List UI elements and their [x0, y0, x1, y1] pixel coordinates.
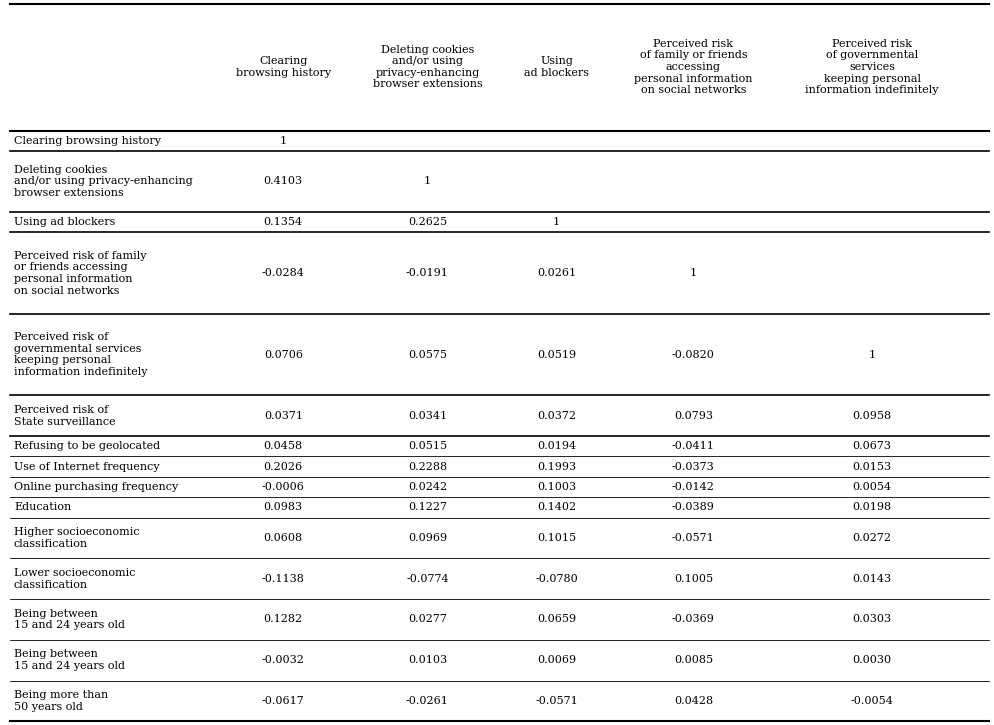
Text: 0.1015: 0.1015: [537, 533, 577, 543]
Text: 0.0515: 0.0515: [408, 442, 447, 451]
Text: 0.1227: 0.1227: [408, 502, 447, 513]
Text: 0.0793: 0.0793: [674, 411, 713, 420]
Text: Perceived risk
of governmental
services
keeping personal
information indefinitel: Perceived risk of governmental services …: [805, 39, 939, 95]
Text: 0.0706: 0.0706: [263, 349, 303, 360]
Text: -0.0774: -0.0774: [407, 573, 448, 584]
Text: 0.0608: 0.0608: [263, 533, 303, 543]
Text: 1: 1: [690, 268, 697, 278]
Text: 0.0085: 0.0085: [674, 655, 713, 666]
Text: 0.1282: 0.1282: [263, 615, 303, 624]
Text: Education: Education: [14, 502, 72, 513]
Text: 0.0575: 0.0575: [408, 349, 447, 360]
Text: Using ad blockers: Using ad blockers: [14, 218, 115, 227]
Text: 0.0261: 0.0261: [537, 268, 577, 278]
Text: 1: 1: [553, 218, 561, 227]
Text: Using
ad blockers: Using ad blockers: [524, 57, 589, 78]
Text: 0.2026: 0.2026: [263, 462, 303, 472]
Text: -0.0389: -0.0389: [672, 502, 715, 513]
Text: Lower socioeconomic
classification: Lower socioeconomic classification: [14, 568, 135, 589]
Text: -0.0780: -0.0780: [535, 573, 579, 584]
Text: 0.2625: 0.2625: [408, 218, 447, 227]
Text: 0.0372: 0.0372: [537, 411, 577, 420]
Text: 0.0303: 0.0303: [853, 615, 892, 624]
Text: Perceived risk of
State surveillance: Perceived risk of State surveillance: [14, 405, 115, 426]
Text: -0.0032: -0.0032: [261, 655, 305, 666]
Text: -0.0571: -0.0571: [535, 696, 579, 706]
Text: Higher socioeconomic
classification: Higher socioeconomic classification: [14, 527, 139, 549]
Text: Being between
15 and 24 years old: Being between 15 and 24 years old: [14, 650, 125, 671]
Text: -0.0284: -0.0284: [261, 268, 305, 278]
Text: 1: 1: [279, 136, 287, 146]
Text: Refusing to be geolocated: Refusing to be geolocated: [14, 442, 160, 451]
Text: Perceived risk of family
or friends accessing
personal information
on social net: Perceived risk of family or friends acce…: [14, 251, 146, 296]
Text: 0.0659: 0.0659: [537, 615, 577, 624]
Text: Clearing browsing history: Clearing browsing history: [14, 136, 161, 146]
Text: -0.1138: -0.1138: [261, 573, 305, 584]
Text: 0.0371: 0.0371: [263, 411, 303, 420]
Text: Clearing
browsing history: Clearing browsing history: [236, 57, 331, 78]
Text: 0.1003: 0.1003: [537, 482, 577, 492]
Text: 0.0069: 0.0069: [537, 655, 577, 666]
Text: 0.0194: 0.0194: [537, 442, 577, 451]
Text: -0.0571: -0.0571: [672, 533, 715, 543]
Text: 0.1354: 0.1354: [263, 218, 303, 227]
Text: -0.0373: -0.0373: [672, 462, 715, 472]
Text: -0.0369: -0.0369: [672, 615, 715, 624]
Text: -0.0054: -0.0054: [851, 696, 894, 706]
Text: 0.0277: 0.0277: [408, 615, 447, 624]
Text: 0.0143: 0.0143: [853, 573, 892, 584]
Text: 0.1402: 0.1402: [537, 502, 577, 513]
Text: 0.0054: 0.0054: [853, 482, 892, 492]
Text: Deleting cookies
and/or using privacy-enhancing
browser extensions: Deleting cookies and/or using privacy-en…: [14, 165, 193, 198]
Text: 0.0103: 0.0103: [408, 655, 447, 666]
Text: 1: 1: [423, 176, 431, 186]
Text: -0.0411: -0.0411: [672, 442, 715, 451]
Text: 0.1993: 0.1993: [537, 462, 577, 472]
Text: Deleting cookies
and/or using
privacy-enhancing
browser extensions: Deleting cookies and/or using privacy-en…: [373, 45, 482, 89]
Text: 0.0458: 0.0458: [263, 442, 303, 451]
Text: 1: 1: [869, 349, 876, 360]
Text: Being between
15 and 24 years old: Being between 15 and 24 years old: [14, 609, 125, 630]
Text: -0.0820: -0.0820: [672, 349, 715, 360]
Text: -0.0617: -0.0617: [261, 696, 305, 706]
Text: Perceived risk
of family or friends
accessing
personal information
on social net: Perceived risk of family or friends acce…: [634, 39, 752, 95]
Text: 0.0341: 0.0341: [408, 411, 447, 420]
Text: 0.0272: 0.0272: [853, 533, 892, 543]
Text: Being more than
50 years old: Being more than 50 years old: [14, 690, 108, 712]
Text: -0.0006: -0.0006: [261, 482, 305, 492]
Text: Use of Internet frequency: Use of Internet frequency: [14, 462, 160, 472]
Text: 0.0198: 0.0198: [853, 502, 892, 513]
Text: 0.0030: 0.0030: [853, 655, 892, 666]
Text: 0.0242: 0.0242: [408, 482, 447, 492]
Text: 0.0983: 0.0983: [263, 502, 303, 513]
Text: 0.0673: 0.0673: [853, 442, 892, 451]
Text: 0.0153: 0.0153: [853, 462, 892, 472]
Text: -0.0191: -0.0191: [406, 268, 449, 278]
Text: 0.0519: 0.0519: [537, 349, 577, 360]
Text: Perceived risk of
governmental services
keeping personal
information indefinitel: Perceived risk of governmental services …: [14, 332, 147, 377]
Text: -0.0261: -0.0261: [406, 696, 449, 706]
Text: 0.1005: 0.1005: [674, 573, 713, 584]
Text: 0.4103: 0.4103: [263, 176, 303, 186]
Text: 0.2288: 0.2288: [408, 462, 447, 472]
Text: -0.0142: -0.0142: [672, 482, 715, 492]
Text: 0.0969: 0.0969: [408, 533, 447, 543]
Text: 0.0958: 0.0958: [853, 411, 892, 420]
Text: Online purchasing frequency: Online purchasing frequency: [14, 482, 178, 492]
Text: 0.0428: 0.0428: [674, 696, 713, 706]
